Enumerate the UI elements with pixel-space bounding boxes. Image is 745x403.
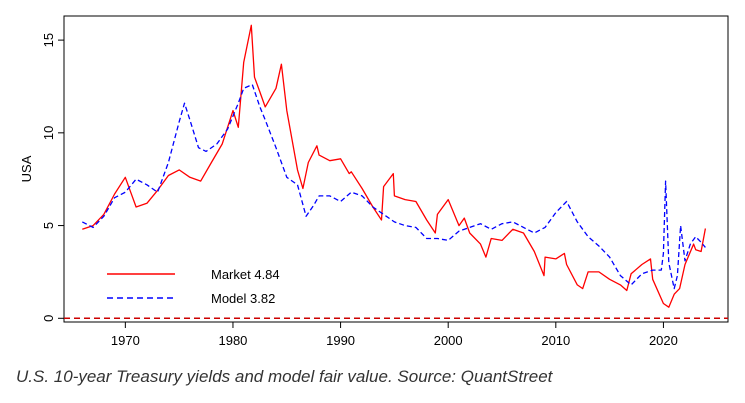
x-tick-label: 2010 (541, 333, 570, 348)
y-tick-label: 10 (41, 126, 56, 140)
x-axis: 1970 1980 1990 2000 2010 2020 (111, 322, 678, 348)
y-tick-label: 15 (41, 33, 56, 47)
legend-label-market: Market 4.84 (211, 267, 280, 282)
x-tick-label: 2020 (649, 333, 678, 348)
x-tick-label: 1990 (326, 333, 355, 348)
series-line-model (82, 83, 706, 290)
plot-frame (63, 15, 729, 323)
y-tick-label: 5 (41, 222, 56, 229)
figure-caption: U.S. 10-year Treasury yields and model f… (16, 367, 553, 386)
line-chart: 1970 1980 1990 2000 2010 2020 0 5 10 15 USA Mark… (19, 15, 729, 348)
y-axis: 0 5 10 15 (41, 33, 64, 322)
series-layer (82, 24, 707, 308)
x-tick-label: 2000 (434, 333, 463, 348)
x-tick-label: 1970 (111, 333, 140, 348)
x-tick-label: 1980 (218, 333, 247, 348)
y-axis-title: USA (19, 155, 34, 182)
y-tick-label: 0 (41, 315, 56, 322)
series-line-market (82, 24, 707, 308)
legend: Market 4.84 Model 3.82 (107, 267, 280, 306)
legend-label-model: Model 3.82 (211, 291, 275, 306)
